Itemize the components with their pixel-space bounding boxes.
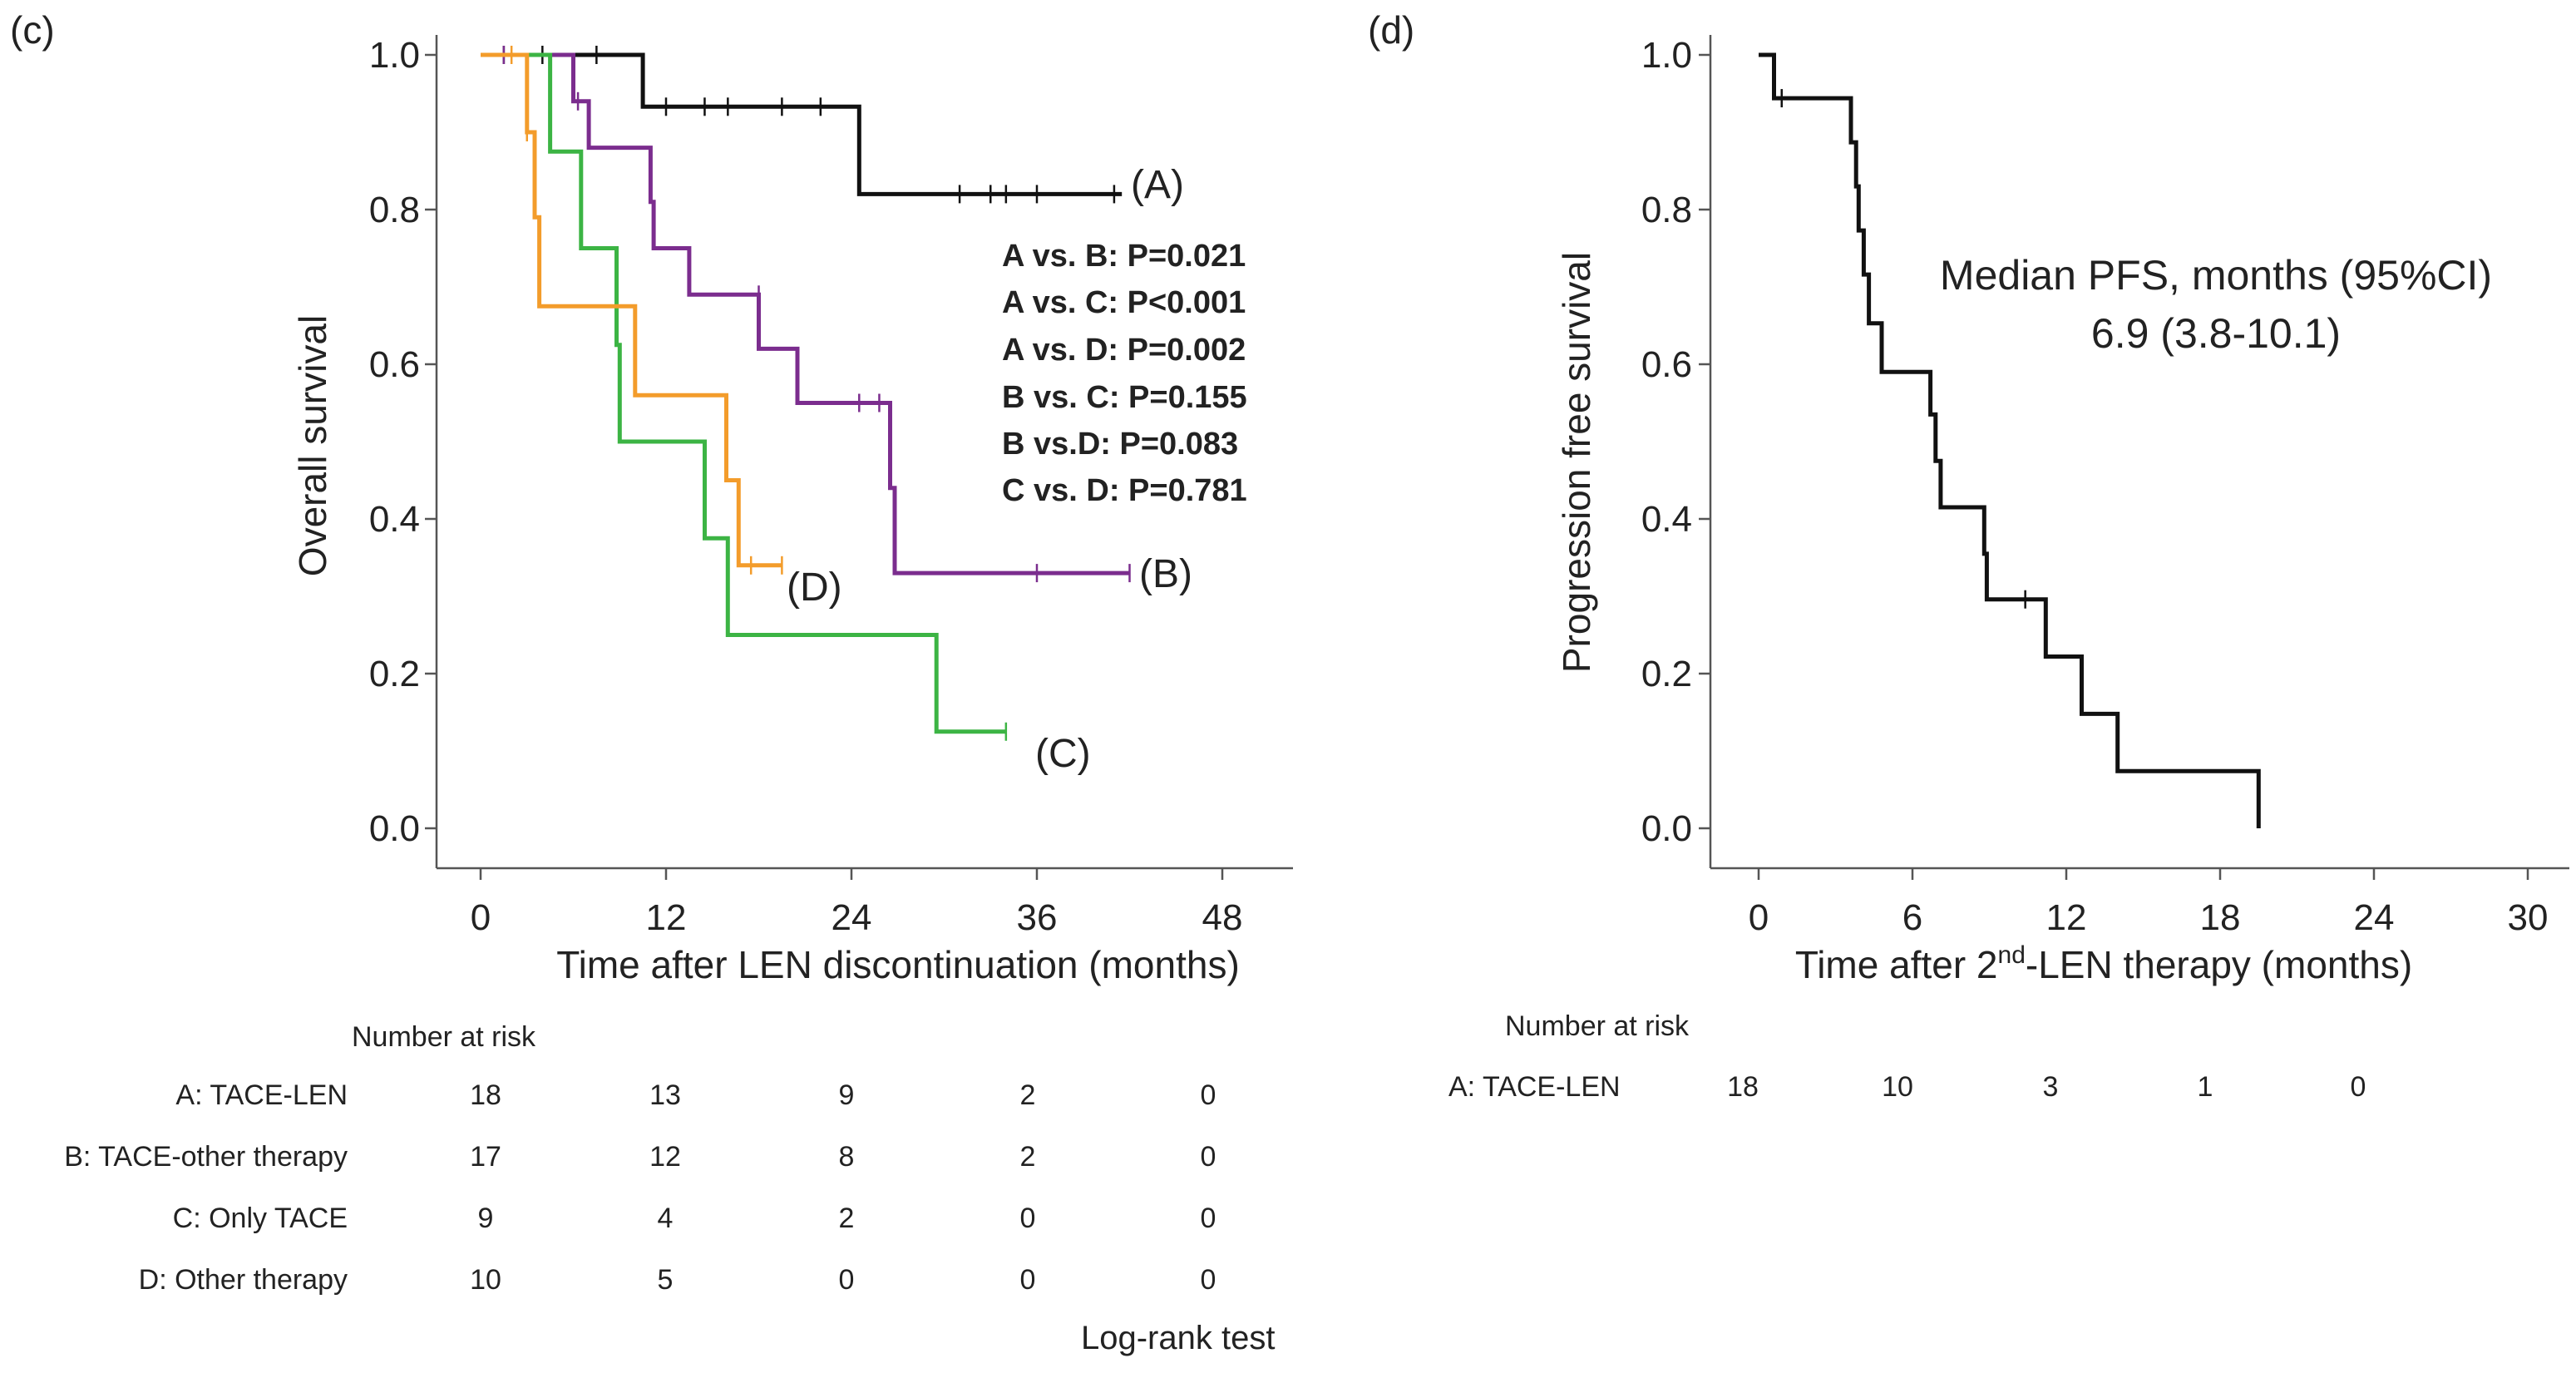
risk-count: 2 — [1020, 1141, 1036, 1173]
x-axis-label: Time after LEN discontinuation (months) — [556, 943, 1240, 986]
series-label-A: (A) — [1131, 163, 1184, 207]
risk-count: 3 — [2043, 1071, 2059, 1103]
risk-count: 13 — [649, 1079, 681, 1111]
risk-row-label: A: TACE-LEN — [1448, 1071, 1621, 1103]
panel-d-progression-free-survival: (d) Progression free survival 0.00.20.40… — [1368, 8, 2569, 1103]
p-value-b-vs-d: B vs.D: P=0.083 — [1002, 427, 1238, 462]
y-tick-label: 0.2 — [1641, 654, 1692, 694]
risk-row-label: B: TACE-other therapy — [64, 1141, 348, 1173]
risk-count: 17 — [470, 1141, 501, 1173]
x-tick-label: 24 — [2354, 897, 2395, 938]
risk-count: 9 — [839, 1079, 855, 1111]
x-tick-label: 12 — [2046, 897, 2087, 938]
series-label-C: (C) — [1035, 732, 1091, 776]
series-line-D — [481, 52, 782, 568]
y-tick-label: 0.6 — [369, 344, 420, 385]
y-tick-label: 0.4 — [369, 499, 420, 540]
risk-count: 9 — [478, 1203, 494, 1234]
y-tick-label: 0.2 — [369, 654, 420, 694]
p-value-a-vs-d: A vs. D: P=0.002 — [1002, 333, 1246, 368]
x-tick-label: 30 — [2508, 897, 2549, 938]
risk-count: 5 — [658, 1264, 674, 1296]
x-tick-label: 6 — [1902, 897, 1922, 938]
series-line-PFS — [1759, 52, 2261, 828]
p-value-a-vs-c: A vs. C: P<0.001 — [1002, 285, 1246, 320]
p-value-a-vs-b: A vs. B: P=0.021 — [1002, 239, 1246, 274]
x-tick-label: 24 — [832, 897, 872, 938]
risk-table-d: Number at risk A: TACE-LEN 18 10 3 1 0 — [1448, 1010, 2366, 1103]
risk-count: 4 — [658, 1203, 674, 1234]
x-tick-label: 0 — [1749, 897, 1769, 938]
y-tick-label: 1.0 — [369, 35, 420, 76]
risk-count: 18 — [470, 1079, 501, 1111]
x-tick-label: 18 — [2200, 897, 2241, 938]
y-axis-ticks: 0.0 0.2 0.4 0.6 0.8 1.0 — [1641, 35, 1710, 849]
x-axis-ticks: 0 12 24 36 48 — [471, 868, 1243, 938]
risk-count: 10 — [470, 1264, 501, 1296]
risk-count: 8 — [839, 1141, 855, 1173]
panel-c-label: (c) — [10, 8, 55, 52]
y-tick-label: 0.0 — [369, 808, 420, 849]
x-tick-label: 0 — [471, 897, 491, 938]
risk-count: 0 — [1201, 1264, 1216, 1296]
series-line-B — [481, 52, 1130, 575]
risk-count: 0 — [2351, 1071, 2366, 1103]
risk-table-c: Number at risk A: TACE-LEN 18 13 9 2 0 B: TACE… — [64, 1021, 1216, 1296]
y-tick-label: 0.4 — [1641, 499, 1692, 540]
y-tick-label: 0.6 — [1641, 344, 1692, 385]
risk-count: 0 — [839, 1264, 855, 1296]
p-value-list: A vs. B: P=0.021 A vs. C: P<0.001 A vs. … — [1002, 239, 1247, 508]
risk-count: 12 — [649, 1141, 681, 1173]
risk-count: 0 — [1201, 1079, 1216, 1111]
series-label-B: (B) — [1139, 552, 1192, 596]
pfs-curve — [1759, 52, 2261, 828]
y-tick-label: 0.8 — [369, 190, 420, 230]
risk-count: 0 — [1201, 1141, 1216, 1173]
risk-row-label: C: Only TACE — [173, 1203, 348, 1234]
risk-count: 0 — [1020, 1264, 1036, 1296]
risk-count: 2 — [1020, 1079, 1036, 1111]
risk-row-label: A: TACE-LEN — [175, 1079, 348, 1111]
risk-count: 1 — [2198, 1071, 2213, 1103]
risk-table-title: Number at risk — [1505, 1010, 1690, 1042]
median-pfs-title: Median PFS, months (95%CI) — [1940, 252, 2492, 299]
series-label-D: (D) — [787, 565, 842, 610]
risk-row-label: D: Other therapy — [139, 1264, 348, 1296]
risk-count: 0 — [1201, 1203, 1216, 1234]
risk-table-rows: A: TACE-LEN 18 13 9 2 0 B: TACE-other therapy 1… — [64, 1079, 1216, 1296]
x-tick-label: 12 — [646, 897, 687, 938]
y-tick-label: 1.0 — [1641, 35, 1692, 76]
y-tick-label: 0.8 — [1641, 190, 1692, 230]
risk-count: 0 — [1020, 1203, 1036, 1234]
series-line-C — [481, 52, 1006, 734]
x-tick-label: 48 — [1202, 897, 1243, 938]
y-tick-label: 0.0 — [1641, 808, 1692, 849]
x-axis-label: Time after 2nd-LEN therapy (months) — [1795, 941, 2412, 986]
risk-table-title: Number at risk — [352, 1021, 536, 1053]
median-pfs-value: 6.9 (3.8-10.1) — [2091, 310, 2341, 357]
risk-table-rows: A: TACE-LEN 18 10 3 1 0 — [1448, 1071, 2366, 1103]
p-value-b-vs-c: B vs. C: P=0.155 — [1002, 380, 1247, 415]
risk-count: 18 — [1727, 1071, 1759, 1103]
risk-count: 2 — [839, 1203, 855, 1234]
y-axis-ticks: 0.0 0.2 0.4 0.6 0.8 1.0 — [369, 35, 437, 849]
x-tick-label: 36 — [1017, 897, 1058, 938]
survival-curves — [481, 46, 1131, 741]
y-axis-label: Progression free survival — [1555, 252, 1598, 673]
x-axis-ticks: 0 6 12 18 24 30 — [1749, 868, 2549, 938]
panel-c-overall-survival: (c) Overall survival 0.00.20.40.60.81.0 … — [10, 8, 1293, 1356]
risk-count: 10 — [1882, 1071, 1913, 1103]
y-axis-label: Overall survival — [291, 315, 334, 576]
footnote-log-rank: Log-rank test — [1081, 1320, 1275, 1356]
p-value-c-vs-d: C vs. D: P=0.781 — [1002, 473, 1247, 508]
panel-d-label: (d) — [1368, 8, 1414, 52]
series-line-A — [481, 52, 1123, 196]
